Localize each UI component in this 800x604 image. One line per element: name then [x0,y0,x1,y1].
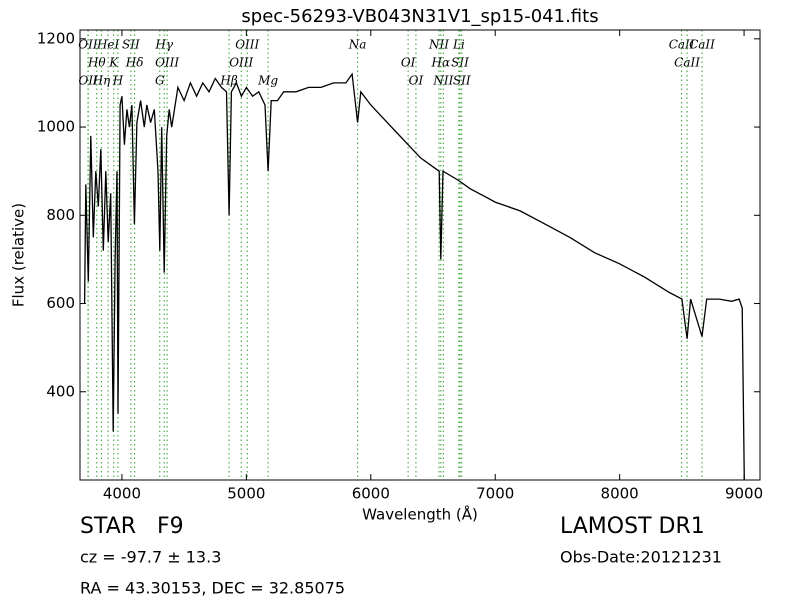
spectral-line-label: OII [79,74,99,88]
x-tick-label: 4000 [103,485,141,503]
x-tick-label: 7000 [476,485,514,503]
x-tick-label: 9000 [725,485,763,503]
x-tick-label: 6000 [352,485,390,503]
x-tick-label: 8000 [601,485,639,503]
y-axis-label: Flux (relative) [10,203,28,307]
x-axis-label: Wavelength (Å) [362,505,478,524]
spectral-line-label: CaII [669,38,695,52]
spectral-line-label: SII [122,38,140,52]
spectral-line-label: NII [432,74,453,88]
spectral-line-label: K [108,56,119,70]
y-tick-label: 600 [46,294,75,312]
spectral-line-label: Hδ [125,56,144,70]
spectral-line-label: NII [428,38,449,52]
spectral-line-label: CaII [674,56,700,70]
x-tick-label: 5000 [227,485,265,503]
y-tick-label: 1000 [37,118,75,136]
spectral-line-label: OI [401,56,416,70]
date-label: Obs-Date:20121231 [560,548,722,567]
spectral-line-label: Hβ [219,74,237,88]
spectral-line-label: SII [453,74,471,88]
class-label: STAR F9 [80,514,184,539]
spectral-line-label: Li [452,38,465,52]
spectral-line-label: H [112,74,124,88]
spectral-line-label: CaII [689,38,715,52]
spectral-line-label: Hα [431,56,451,70]
spectral-line-label: SII [451,56,469,70]
spectral-line-label: OIII [155,56,179,70]
coords-label: RA = 43.30153, DEC = 32.85075 [80,579,345,598]
spectral-line-label: Hγ [154,38,173,52]
y-tick-label: 800 [46,206,75,224]
y-tick-label: 1200 [37,29,75,47]
spectral-line-label: OIII [235,38,259,52]
plot-frame [79,29,761,481]
spectral-line-label: G [155,74,165,88]
spectral-line-label: Hη [92,74,111,88]
spectral-line-label: OIII [229,56,253,70]
cz-label: cz = -97.7 ± 13.3 [80,548,221,567]
y-tick-label: 400 [46,382,75,400]
spectral-line-label: Na [348,38,367,52]
survey-label: LAMOST DR1 [560,514,705,539]
chart-title: spec-56293-VB043N31V1_sp15-041.fits [241,6,598,27]
spectral-line-label: HeI [96,38,120,52]
spectral-line-label: Mg [257,74,278,88]
spectral-line-label: Hθ [87,56,106,70]
spectrum-line [83,72,745,481]
spectral-line-label: OI [409,74,424,88]
